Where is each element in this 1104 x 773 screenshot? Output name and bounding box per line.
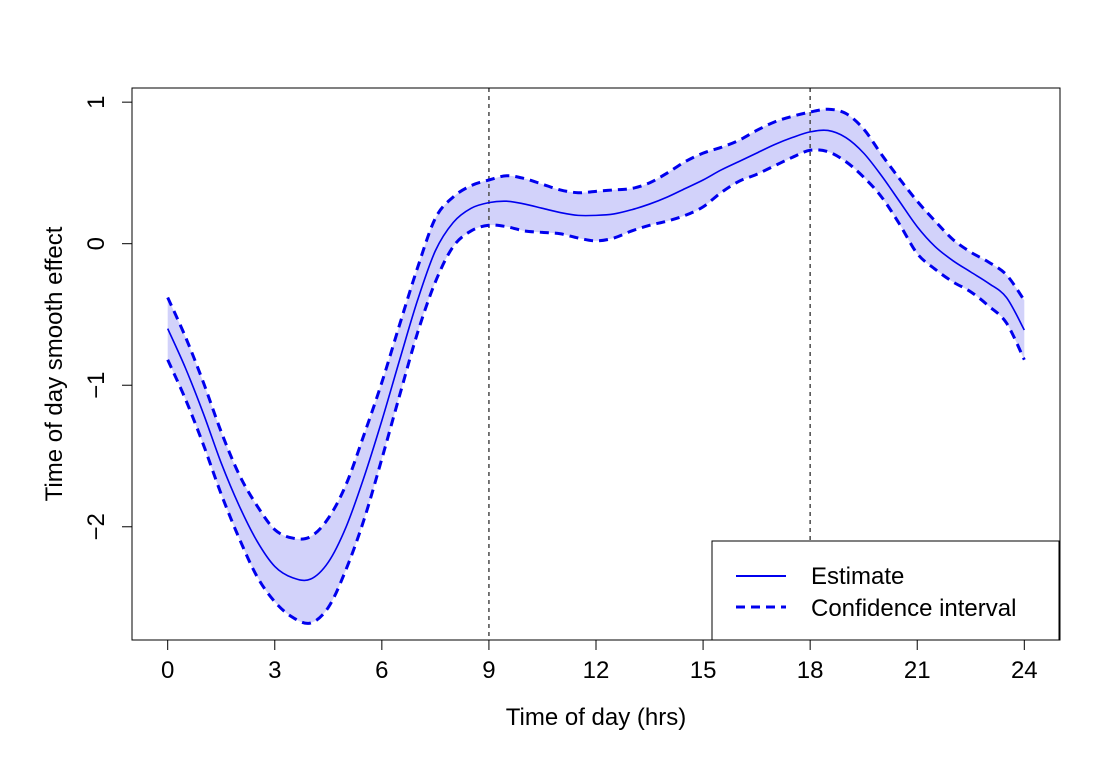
confidence-upper-line	[166, 107, 1026, 541]
confidence-band	[167, 109, 1025, 624]
legend-estimate-label: Estimate	[811, 563, 904, 590]
x-tick-label: 18	[797, 657, 824, 684]
y-tick-label: 1	[83, 95, 110, 108]
x-tick-label: 21	[904, 657, 931, 684]
confidence-band-layer	[167, 109, 1025, 624]
x-tick-label: 12	[583, 657, 610, 684]
x-tick-label: 0	[161, 657, 174, 684]
confidence-lower-line	[166, 148, 1026, 625]
y-tick-label: 0	[83, 237, 110, 250]
estimate-line	[166, 129, 1026, 582]
legend-confidence-label: Confidence interval	[811, 595, 1016, 622]
y-tick-label: −2	[83, 513, 110, 540]
x-axis: 0 3 6 9 12 15 18 21 24	[161, 639, 1038, 684]
x-axis-label: Time of day (hrs)	[506, 704, 686, 731]
series-lines-layer	[166, 107, 1026, 625]
x-tick-label: 6	[375, 657, 388, 684]
legend: Estimate Confidence interval	[711, 540, 1060, 641]
x-tick-label: 3	[268, 657, 281, 684]
y-axis: −2 −1 0 1	[83, 95, 133, 540]
y-axis-label: Time of day smooth effect	[41, 226, 68, 501]
x-tick-label: 24	[1011, 657, 1038, 684]
y-tick-label: −1	[83, 372, 110, 399]
x-tick-label: 15	[690, 657, 717, 684]
legend-box	[711, 540, 1060, 641]
x-tick-label: 9	[482, 657, 495, 684]
